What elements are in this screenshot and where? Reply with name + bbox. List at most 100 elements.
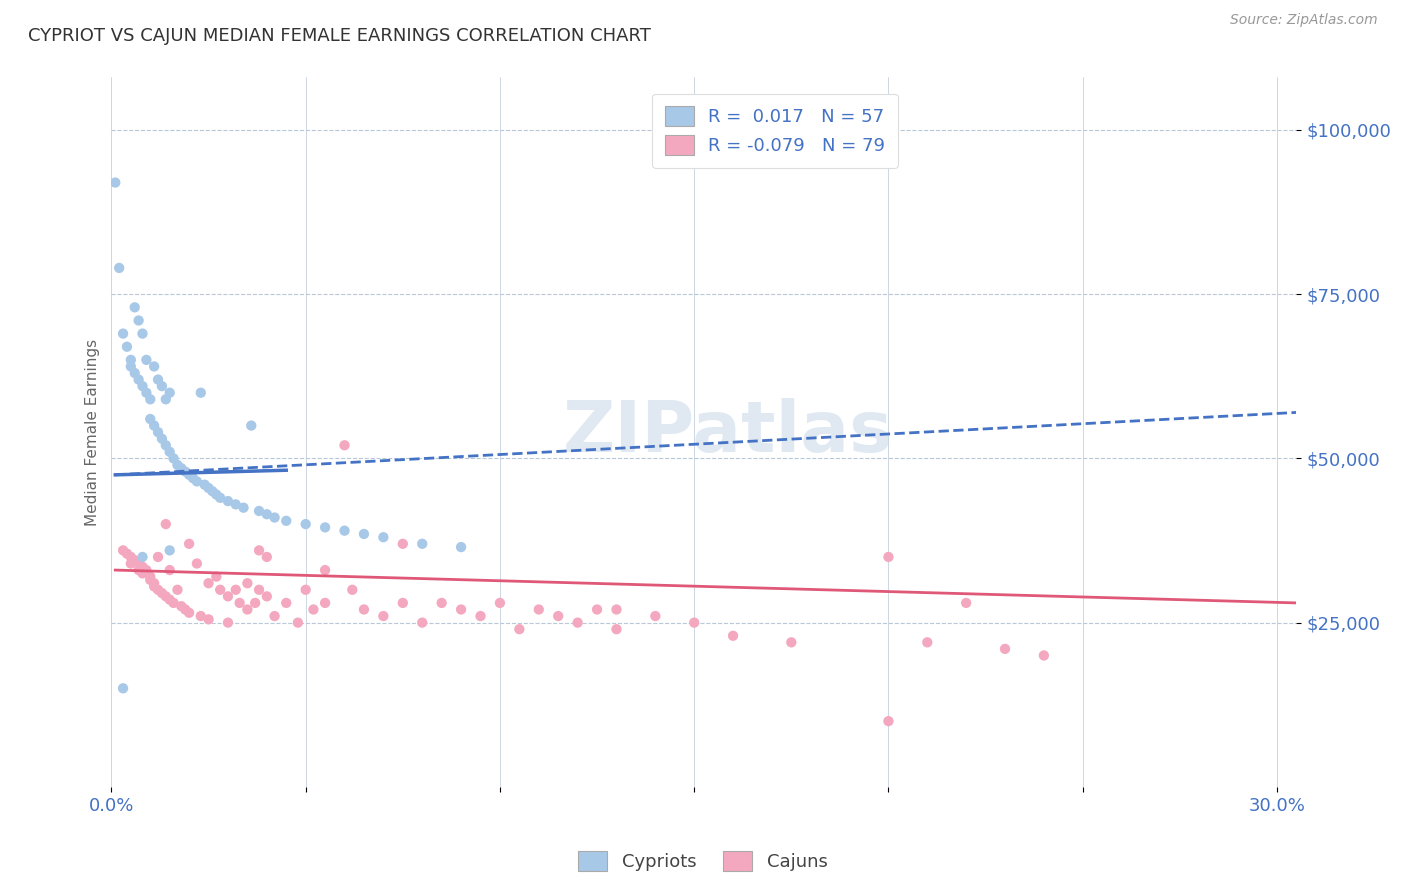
Point xyxy=(644,609,666,624)
Point xyxy=(333,524,356,538)
Point xyxy=(135,385,157,400)
Point xyxy=(1032,648,1054,663)
Point xyxy=(209,582,232,597)
Point xyxy=(179,537,201,551)
Point xyxy=(159,543,181,558)
Point xyxy=(170,461,193,475)
Point xyxy=(131,326,153,341)
Text: Source: ZipAtlas.com: Source: ZipAtlas.com xyxy=(1230,13,1378,28)
Point xyxy=(128,563,150,577)
Point xyxy=(159,385,181,400)
Point xyxy=(139,569,162,583)
Point xyxy=(159,563,181,577)
Point xyxy=(225,582,247,597)
Point xyxy=(276,514,298,528)
Point xyxy=(294,517,316,532)
Point xyxy=(243,596,266,610)
Point xyxy=(146,373,169,387)
Point xyxy=(236,602,259,616)
Point xyxy=(112,543,135,558)
Point xyxy=(181,471,204,485)
Point xyxy=(994,641,1017,656)
Point xyxy=(450,540,472,554)
Legend: R =  0.017   N = 57, R = -0.079   N = 79: R = 0.017 N = 57, R = -0.079 N = 79 xyxy=(652,94,898,168)
Point xyxy=(683,615,706,630)
Point xyxy=(314,596,336,610)
Point xyxy=(155,590,177,604)
Text: ZIPatlas: ZIPatlas xyxy=(562,398,893,467)
Point xyxy=(115,340,138,354)
Point xyxy=(120,549,142,564)
Point xyxy=(150,586,173,600)
Point xyxy=(373,609,395,624)
Point xyxy=(263,510,285,524)
Point xyxy=(373,530,395,544)
Point xyxy=(146,425,169,439)
Point xyxy=(150,432,173,446)
Point xyxy=(159,445,181,459)
Point xyxy=(217,590,239,604)
Point xyxy=(547,609,569,624)
Point xyxy=(302,602,325,616)
Point xyxy=(342,582,364,597)
Point xyxy=(450,602,472,616)
Point xyxy=(353,602,375,616)
Point xyxy=(170,599,193,614)
Point xyxy=(256,549,278,564)
Point xyxy=(120,352,142,367)
Point xyxy=(247,504,270,518)
Point xyxy=(174,602,197,616)
Point xyxy=(489,596,512,610)
Point xyxy=(155,438,177,452)
Point xyxy=(201,484,224,499)
Point xyxy=(353,527,375,541)
Point xyxy=(143,418,166,433)
Point xyxy=(166,582,188,597)
Point xyxy=(162,451,184,466)
Point xyxy=(139,412,162,426)
Point xyxy=(166,458,188,472)
Point xyxy=(139,573,162,587)
Point xyxy=(104,176,127,190)
Point xyxy=(124,366,146,380)
Point xyxy=(155,392,177,407)
Point xyxy=(411,615,433,630)
Point xyxy=(131,566,153,581)
Point xyxy=(143,580,166,594)
Point xyxy=(217,615,239,630)
Point xyxy=(721,629,744,643)
Point xyxy=(131,559,153,574)
Point xyxy=(314,520,336,534)
Point xyxy=(314,563,336,577)
Point xyxy=(232,500,254,515)
Point xyxy=(294,582,316,597)
Point xyxy=(263,609,285,624)
Point xyxy=(256,590,278,604)
Point xyxy=(205,569,228,583)
Point xyxy=(131,379,153,393)
Text: CYPRIOT VS CAJUN MEDIAN FEMALE EARNINGS CORRELATION CHART: CYPRIOT VS CAJUN MEDIAN FEMALE EARNINGS … xyxy=(28,27,651,45)
Point xyxy=(179,606,201,620)
Point xyxy=(124,301,146,315)
Point xyxy=(877,549,900,564)
Point xyxy=(186,557,208,571)
Point xyxy=(391,596,413,610)
Point xyxy=(186,475,208,489)
Point xyxy=(112,326,135,341)
Point xyxy=(120,359,142,374)
Point xyxy=(877,714,900,728)
Point xyxy=(135,563,157,577)
Point xyxy=(194,477,217,491)
Point xyxy=(139,392,162,407)
Point xyxy=(287,615,309,630)
Point xyxy=(470,609,492,624)
Point xyxy=(586,602,609,616)
Point xyxy=(135,352,157,367)
Point xyxy=(247,582,270,597)
Point xyxy=(190,385,212,400)
Point xyxy=(128,313,150,327)
Point xyxy=(605,602,627,616)
Point xyxy=(256,508,278,522)
Point xyxy=(217,494,239,508)
Point xyxy=(605,622,627,636)
